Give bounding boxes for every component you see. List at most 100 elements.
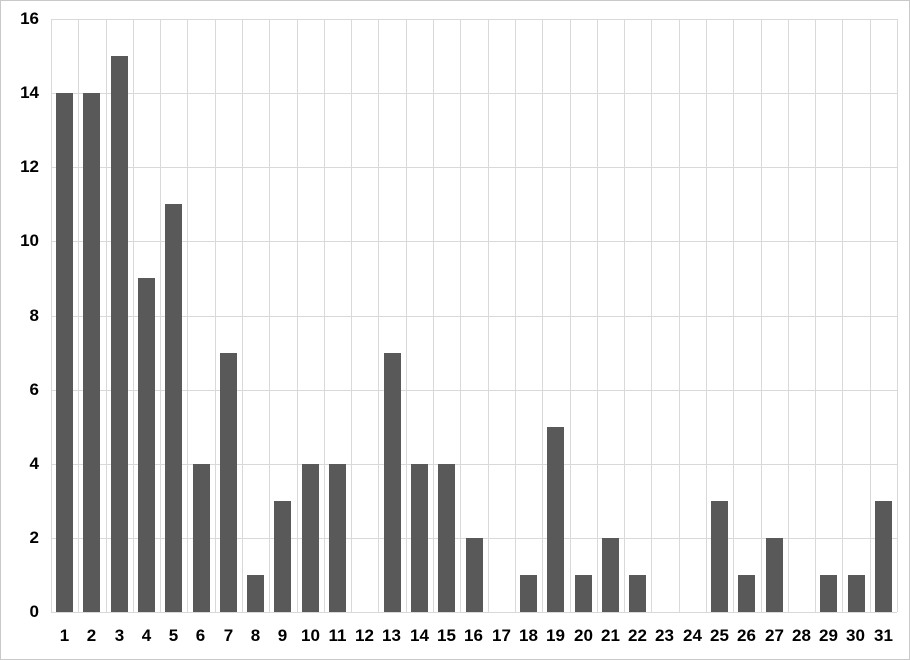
x-axis-category-label: 27 [765,626,784,645]
x-axis-category-label: 18 [519,626,538,645]
y-axis-tick-label: 12 [20,157,39,176]
vertical-gridline [215,19,216,612]
x-axis-category-label: 5 [168,626,179,645]
horizontal-gridline [51,19,897,20]
bar [848,575,865,612]
bar [411,464,428,612]
vertical-gridline [542,19,543,612]
vertical-gridline [624,19,625,612]
x-axis-category-label: 21 [601,626,620,645]
vertical-gridline [106,19,107,612]
bar [438,464,455,612]
y-axis-tick-label: 16 [20,9,39,28]
bar [466,538,483,612]
y-axis-tick-label: 6 [29,380,39,399]
bar [575,575,592,612]
x-axis-category-label: 13 [382,626,401,645]
vertical-gridline [733,19,734,612]
bar [547,427,564,612]
bar [738,575,755,612]
bar [111,56,128,612]
horizontal-gridline [51,241,897,242]
bar [711,501,728,612]
vertical-gridline [651,19,652,612]
bar [820,575,837,612]
y-axis-tick-label: 14 [20,83,39,102]
x-axis-category-label: 11 [328,626,347,645]
vertical-gridline [324,19,325,612]
vertical-gridline [78,19,79,612]
y-axis-tick-label: 10 [20,231,39,250]
vertical-gridline [679,19,680,612]
bar [56,93,73,612]
vertical-gridline [269,19,270,612]
x-axis-category-label: 12 [355,626,374,645]
bar [520,575,537,612]
y-axis-tick-label: 8 [29,306,39,325]
horizontal-gridline [51,390,897,391]
horizontal-gridline [51,316,897,317]
x-axis-category-label: 3 [114,626,125,645]
x-axis-category-label: 25 [710,626,729,645]
vertical-gridline [706,19,707,612]
vertical-gridline [897,19,898,612]
x-axis-category-label: 26 [737,626,756,645]
y-axis-tick-label: 2 [29,528,39,547]
bar [384,353,401,612]
horizontal-gridline [51,464,897,465]
vertical-gridline [570,19,571,612]
vertical-gridline [761,19,762,612]
x-axis-category-label: 16 [464,626,483,645]
x-axis-category-label: 19 [546,626,565,645]
bar [766,538,783,612]
x-axis-category-label: 15 [437,626,456,645]
vertical-gridline [433,19,434,612]
x-axis-category-label: 22 [628,626,647,645]
x-axis-category-label: 14 [410,626,429,645]
x-axis-category-label: 10 [301,626,320,645]
vertical-gridline [460,19,461,612]
bar [602,538,619,612]
horizontal-gridline [51,93,897,94]
x-axis-category-label: 4 [141,626,152,645]
bar [274,501,291,612]
vertical-gridline [815,19,816,612]
bar [629,575,646,612]
vertical-gridline [515,19,516,612]
plot-area [51,19,898,613]
x-axis-category-label: 9 [277,626,288,645]
x-axis-category-label: 7 [223,626,234,645]
vertical-gridline [160,19,161,612]
bar [220,353,237,612]
vertical-gridline [297,19,298,612]
vertical-gridline [242,19,243,612]
x-axis-category-label: 20 [574,626,593,645]
x-axis-category-label: 23 [655,626,674,645]
bar [329,464,346,612]
x-axis-category-label: 2 [86,626,97,645]
x-axis-category-label: 24 [683,626,702,645]
bar [247,575,264,612]
bar [193,464,210,612]
vertical-gridline [351,19,352,612]
x-axis-category-label: 6 [195,626,206,645]
bar [875,501,892,612]
horizontal-gridline [51,167,897,168]
vertical-gridline [488,19,489,612]
vertical-gridline [842,19,843,612]
vertical-gridline [870,19,871,612]
x-axis-category-label: 8 [250,626,261,645]
x-axis-category-label: 31 [874,626,893,645]
vertical-gridline [133,19,134,612]
vertical-gridline [187,19,188,612]
x-axis-category-label: 28 [792,626,811,645]
bar [302,464,319,612]
y-axis-tick-label: 0 [29,602,39,621]
horizontal-gridline [51,612,897,613]
vertical-gridline [378,19,379,612]
x-axis-category-label: 29 [819,626,838,645]
x-axis-category-label: 30 [846,626,865,645]
vertical-gridline [597,19,598,612]
bar [165,204,182,612]
